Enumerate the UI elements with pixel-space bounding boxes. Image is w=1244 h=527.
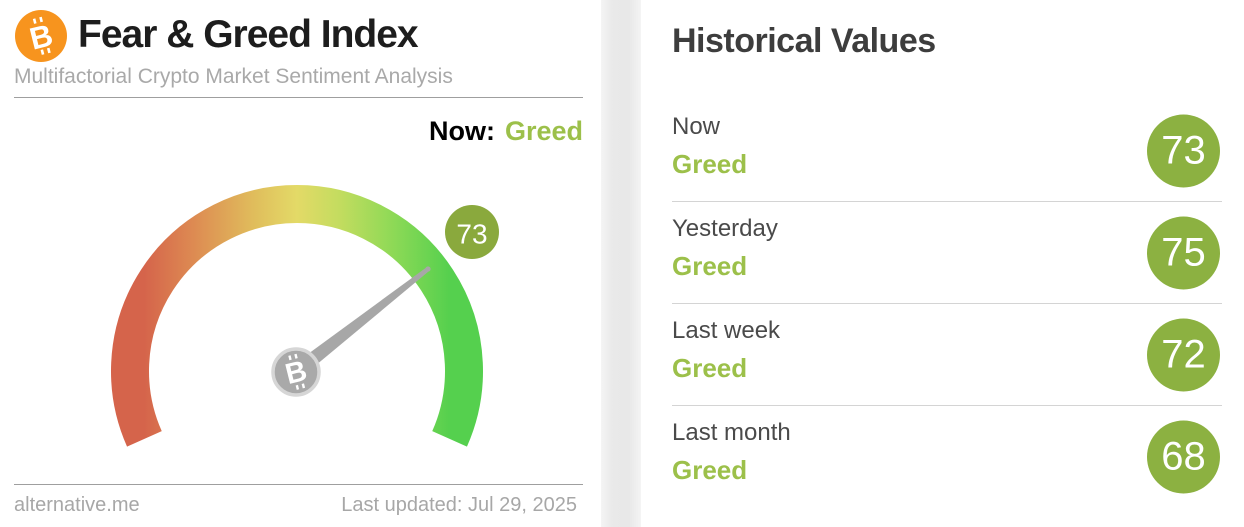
fear-greed-widget-card: B Fear & Greed Index Multifactorial Cryp… (0, 0, 601, 527)
row-sentiment: Greed (672, 353, 748, 383)
row-period-label: Yesterday (672, 215, 778, 242)
last-updated-text: Last updated: Jul 29, 2025 (341, 494, 577, 516)
now-label: Now: (428, 116, 495, 146)
now-sentiment-value: Greed (504, 116, 583, 146)
row-value-badge: 68 (1147, 420, 1220, 493)
gauge-hub-bitcoin-icon: B (271, 347, 321, 397)
row-sentiment: Greed (672, 455, 748, 485)
bitcoin-icon: B (15, 10, 67, 62)
gauge-value: 73 (456, 219, 487, 250)
header-divider (14, 97, 583, 98)
row-value-badge: 72 (1147, 318, 1220, 391)
widget-title: Fear & Greed Index (78, 13, 419, 56)
historical-row-last-month: Last month Greed 68 (672, 406, 1222, 507)
source-link[interactable]: alternative.me (14, 494, 140, 516)
gauge-needle (291, 266, 431, 378)
gauge-arc (111, 185, 483, 447)
panel-gap (601, 0, 641, 527)
historical-values-list: Now Greed 73 Yesterday Greed 75 Last wee… (672, 100, 1222, 507)
row-value-badge: 75 (1147, 216, 1220, 289)
historical-values-card: Historical Values Now Greed 73 Yesterday… (641, 0, 1244, 527)
row-sentiment: Greed (672, 251, 748, 281)
widget-footer: alternative.me Last updated: Jul 29, 202… (14, 494, 577, 517)
historical-row-last-week: Last week Greed 72 (672, 304, 1222, 406)
historical-values-title: Historical Values (672, 22, 936, 60)
row-period-label: Now (672, 113, 721, 140)
footer-divider (14, 484, 583, 485)
historical-row-yesterday: Yesterday Greed 75 (672, 202, 1222, 304)
row-sentiment: Greed (672, 149, 748, 179)
row-value-badge: 73 (1147, 114, 1220, 187)
svg-text:B: B (282, 355, 310, 391)
current-sentiment-line: Now: Greed (429, 116, 583, 147)
widget-subtitle: Multifactorial Crypto Market Sentiment A… (14, 65, 453, 88)
historical-row-now: Now Greed 73 (672, 100, 1222, 202)
row-period-label: Last month (672, 419, 791, 446)
gauge-value-badge: 73 (445, 205, 499, 259)
row-period-label: Last week (672, 317, 781, 344)
